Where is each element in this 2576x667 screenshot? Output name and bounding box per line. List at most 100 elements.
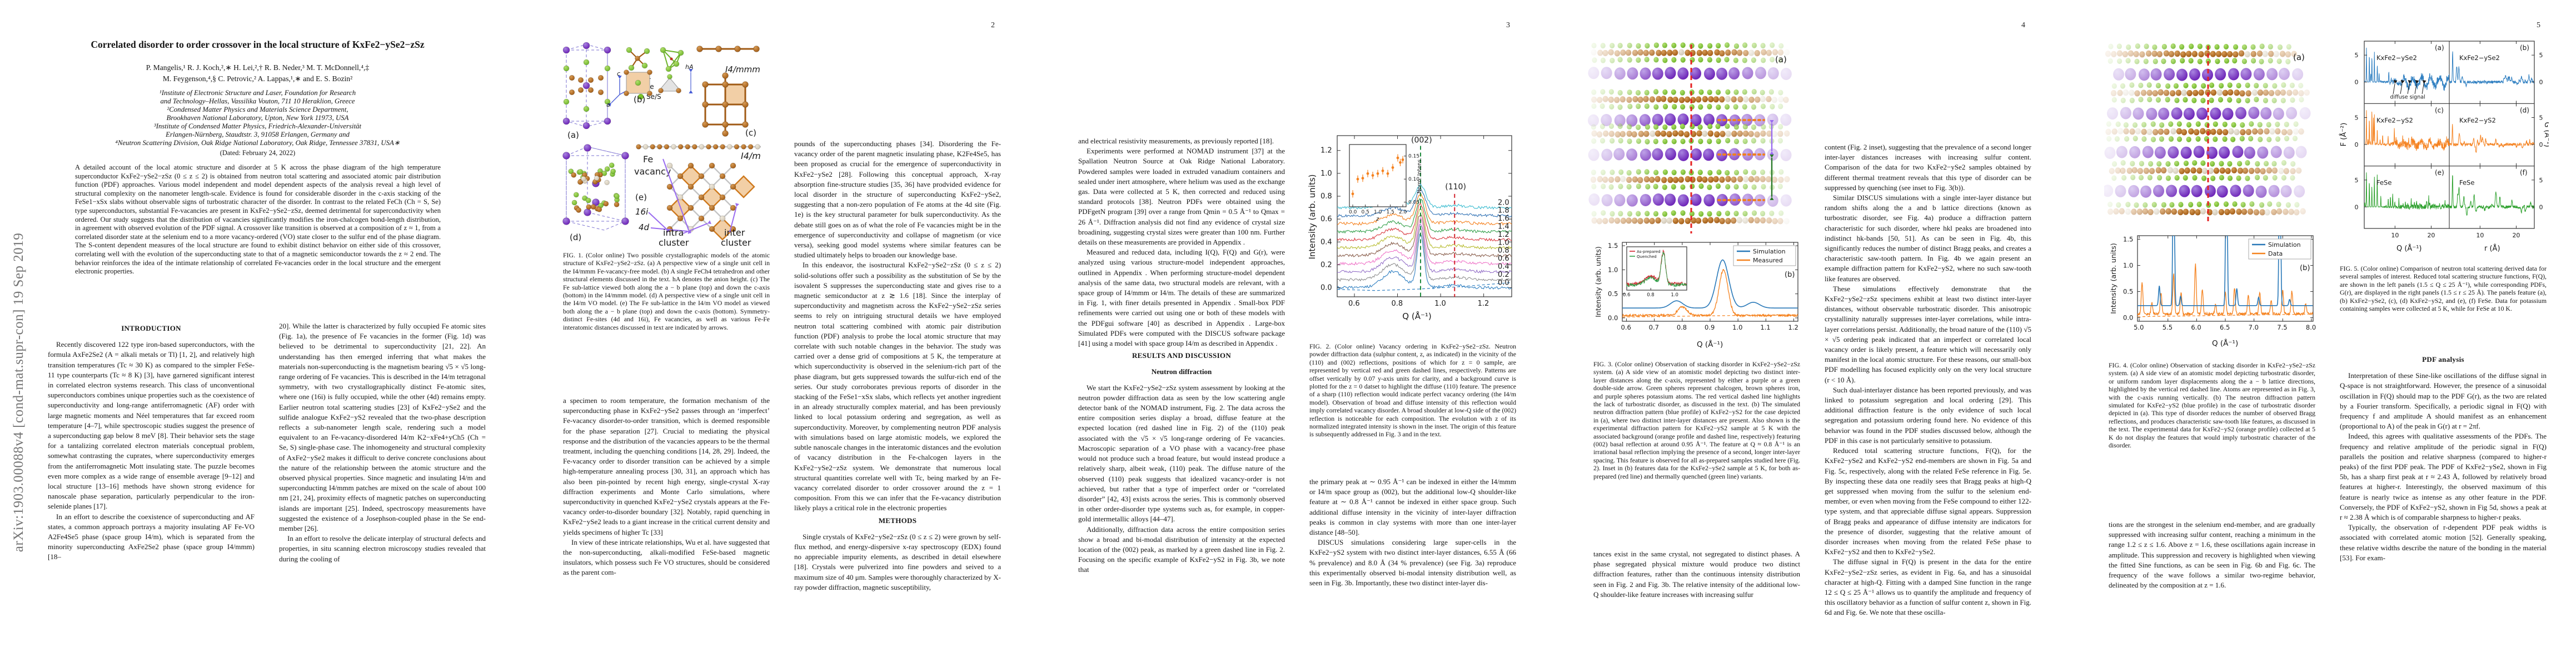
section-heading: METHODS	[878, 516, 917, 525]
page-2: 2 (a)cbaKFeSe/ShA(b)I4/mmm(c)(d)Fevacanc…	[515, 0, 1030, 667]
fig2-series-label: 0.0	[1498, 278, 1509, 287]
paragraph: The diffuse signal in F(Q) is present in…	[1825, 558, 2031, 617]
svg-text:(a): (a)	[2293, 52, 2305, 62]
svg-text:0: 0	[2355, 79, 2359, 86]
section-heading: INTRODUCTION	[121, 324, 181, 332]
svg-text:0: 0	[2539, 203, 2543, 211]
svg-text:0.6: 0.6	[1621, 323, 1631, 331]
fig2-series-label: 2.0	[1498, 198, 1509, 207]
svg-text:1.0: 1.0	[1732, 323, 1742, 331]
paragraph: pounds of the superconducting phases [34…	[794, 140, 1001, 260]
fig5-ylabel-left: F (Å⁻²)	[2339, 123, 2348, 147]
svg-text:Simulation: Simulation	[2268, 241, 2301, 248]
paragraph: Recently discovered 122 type iron-based …	[48, 340, 255, 511]
fig5-sample-label: FeSe	[2459, 179, 2474, 187]
svg-text:0.0: 0.0	[1321, 284, 1332, 292]
paragraph: We start the KxFe2−ySe2−zSz system asses…	[1078, 383, 1285, 524]
svg-text:vacancy: vacancy	[634, 166, 671, 177]
fig4b-xlabel: Q (Å⁻¹)	[2212, 339, 2238, 348]
fig2-series-label: 0.8	[1498, 247, 1509, 255]
fig5-xlabel-right: r (Å)	[2484, 244, 2500, 253]
fig5-panel-f	[2449, 175, 2534, 216]
fig5-panel-letter: (a)	[2435, 44, 2444, 52]
fig3b-legend: Simulation Measured	[1733, 245, 1796, 266]
svg-text:0.8: 0.8	[1677, 323, 1687, 331]
figure-4b-diffraction-chart: 5.0 5.5 6.0 6.5 7.0 7.5 8.0 0.0 0.5 1.0 1.5 Q (Å⁻¹)…	[2109, 235, 2316, 348]
svg-text:7.0: 7.0	[2249, 323, 2259, 331]
paper-title: Correlated disorder to order crossover i…	[91, 39, 425, 50]
fig2-series-label: 1.0	[1498, 238, 1509, 247]
svg-text:5: 5	[2539, 115, 2543, 122]
page1-left-column: INTRODUCTION Recently discovered 122 type…	[48, 321, 255, 664]
paragraph: 20]. While the latter is characterized b…	[279, 322, 486, 533]
svg-text:0: 0	[2355, 141, 2359, 148]
section-heading: PDF analysis	[2422, 355, 2464, 364]
svg-text:20: 20	[2427, 232, 2435, 239]
figure-2-caption: FIG. 2. (Color online) Vacancy ordering …	[1309, 342, 1516, 439]
fig2-series-label: 1.6	[1498, 215, 1509, 223]
page4-right-column: content (Fig. 2 inset), suggesting that …	[1825, 142, 2031, 664]
svg-text:I4/mmm: I4/mmm	[725, 64, 760, 74]
page5-right-column: PDF analysis Interpretation of these Sine…	[2340, 352, 2547, 664]
fig2-series-label: 0.2	[1498, 271, 1509, 279]
svg-text:(c): (c)	[745, 128, 756, 138]
svg-text:cluster: cluster	[659, 237, 689, 248]
fig5-panel-letter: (b)	[2520, 44, 2529, 52]
figure-2-neutron-diffraction-chart: (002)(110)2.01.81.61.41.21.00.80.60.40.2…	[1307, 135, 1512, 321]
section-heading: RESULTS AND DISCUSSION	[1132, 351, 1232, 360]
figure-4a-turbostratic-model: (a)	[2104, 43, 2311, 225]
affiliation-line: ³Institute of Condensed Matter Physics, …	[153, 122, 362, 130]
svg-text:hA: hA	[685, 63, 694, 71]
svg-text:5: 5	[2355, 177, 2359, 184]
svg-text:0.8: 0.8	[1321, 192, 1332, 201]
svg-text:2.0: 2.0	[1399, 210, 1407, 215]
fig2-ylabel: Intensity (arb. units)	[1307, 174, 1317, 259]
affiliation-line: ¹Institute of Electronic Structure and L…	[159, 89, 356, 97]
fig5-panel-e	[2364, 172, 2449, 210]
svg-text:1.0: 1.0	[1434, 300, 1446, 308]
svg-text:7.5: 7.5	[2277, 323, 2287, 331]
svg-text:0.8: 0.8	[1392, 300, 1403, 308]
svg-text:1.0: 1.0	[1608, 266, 1618, 273]
page5-left-column: tions are the strongest in the selenium …	[2109, 520, 2315, 664]
fig5-sample-label: KxFe2−ySe2	[2459, 54, 2500, 62]
fig2-series-label: 0.4	[1498, 262, 1509, 271]
svg-text:0.10: 0.10	[1408, 177, 1419, 182]
svg-text:As-prepared: As-prepared	[1637, 250, 1661, 254]
svg-text:1.2: 1.2	[1788, 323, 1798, 331]
svg-text:5: 5	[2355, 52, 2359, 59]
svg-text:I4/m: I4/m	[741, 151, 761, 161]
paragraph: Indeed, this agrees with qualitative ass…	[2340, 432, 2547, 522]
svg-text:10: 10	[2476, 232, 2484, 239]
page1-right-column: 20]. While the latter is characterized b…	[279, 321, 486, 664]
svg-text:0.5: 0.5	[1362, 210, 1369, 215]
paragraph: Such dual-interlayer distance has been r…	[1825, 385, 2031, 445]
page-3: 3 and electrical resistivity measurement…	[1030, 0, 1546, 667]
paragraph: In view of these intricate relationships…	[563, 537, 770, 577]
svg-text:1.5: 1.5	[1387, 210, 1394, 215]
svg-text:0.5: 0.5	[2123, 287, 2133, 295]
svg-text:inter: inter	[724, 227, 745, 238]
paragraph: content (Fig. 2 inset), suggesting that …	[1825, 143, 2031, 192]
svg-text:c: c	[617, 70, 620, 77]
svg-text:Data: Data	[2268, 250, 2283, 257]
figure-3-caption: FIG. 3. (Color online) Observation of st…	[1593, 360, 1800, 480]
affiliation-line: Brookhaven National Laboratory, Upton, N…	[166, 114, 349, 122]
fig5-panel-letter: (f)	[2520, 169, 2528, 177]
arxiv-sidebar-label: arXiv:1903.00088v4 [cond-mat.supr-con] 1…	[11, 232, 26, 552]
svg-text:4d: 4d	[639, 222, 650, 232]
affiliation-line: ⁴Neutron Scattering Division, Oak Ridge …	[115, 139, 400, 147]
svg-text:20: 20	[2512, 232, 2520, 239]
fig5-panel-d	[2449, 124, 2534, 153]
page4-left-column: tances exist in the same crystal, not se…	[1593, 549, 1800, 664]
svg-text:5: 5	[2539, 177, 2543, 184]
svg-text:0.5: 0.5	[1608, 290, 1618, 298]
paragraph: In this endeavor, the isostructural KxFe…	[794, 261, 1001, 512]
svg-text:0.9: 0.9	[1705, 323, 1715, 331]
paragraph: a specimen to room temperature, the form…	[563, 396, 770, 536]
paragraph: In an effort to resolve the delicate int…	[279, 534, 486, 563]
svg-text:0.8: 0.8	[1647, 292, 1655, 298]
paragraph: Additionally, diffraction data across th…	[1078, 525, 1285, 574]
fig5-panel-letter: (e)	[2435, 169, 2444, 177]
